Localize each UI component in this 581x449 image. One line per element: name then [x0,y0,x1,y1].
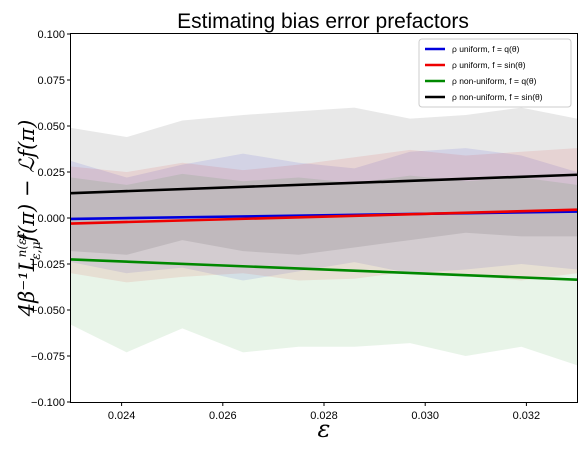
x-tick-label: 0.026 [209,410,237,422]
y-tick-label: −0.050 [31,305,65,317]
legend-label: ρ non-uniform, f = sin(θ) [452,92,543,102]
y-tick-label: 0.050 [37,121,65,133]
y-tick-label: −0.100 [31,397,65,409]
x-axis-ticks: 0.024 0.026 0.028 0.030 0.032 [108,402,540,422]
y-tick-label: −0.025 [31,259,65,271]
series-lines [70,173,578,281]
chart-title: Estimating bias error prefactors [177,10,469,33]
y-axis-label: 4β⁻¹Ln(ε)ε,μf(π) − ℒf(π) [15,120,43,318]
y-tick-label: 0.025 [37,167,65,179]
y-axis-ticks: −0.100 −0.075 −0.050 −0.025 0.000 0.025 0.050 0… [31,29,71,409]
legend-box [418,38,572,108]
legend: ρ uniform, f = q(θ) ρ uniform, f = sin(θ)… [418,38,572,108]
x-axis-label: ε [318,415,331,443]
x-tick-label: 0.032 [513,410,541,422]
y-tick-label: 0.100 [37,29,65,41]
x-tick-label: 0.028 [310,410,338,422]
line-non-uniform-f-q [70,258,578,281]
y-tick-label: 0.075 [37,75,65,87]
legend-items: ρ uniform, f = q(θ) ρ uniform, f = sin(θ)… [425,44,543,102]
x-tick-label: 0.030 [411,410,439,422]
line-uniform-f-sin [70,208,578,225]
y-tick-label: 0.000 [37,213,65,225]
confidence-bands [71,107,577,366]
legend-label: ρ uniform, f = sin(θ) [452,60,526,70]
legend-label: ρ non-uniform, f = q(θ) [452,76,537,86]
line-non-uniform-f-sin [70,173,578,195]
x-tick-label: 0.024 [108,410,136,422]
legend-label: ρ uniform, f = q(θ) [452,44,520,54]
band-non-uniform-f-sin [71,107,577,255]
y-tick-label: −0.075 [31,351,65,363]
